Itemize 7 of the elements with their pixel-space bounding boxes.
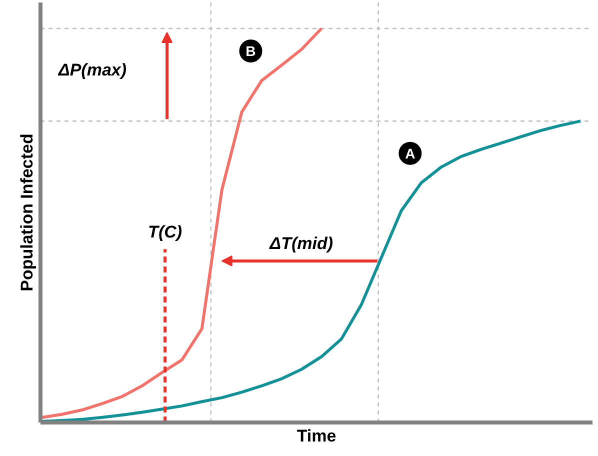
annotation: T(C) — [148, 222, 182, 242]
x-axis-title: Time — [296, 426, 336, 446]
y-axis-title: Population Infected — [18, 134, 36, 292]
series-label: A — [405, 145, 416, 162]
annotation: ΔT(mid) — [268, 234, 334, 254]
annotation: ΔP(max) — [57, 60, 127, 80]
series-label: B — [246, 42, 256, 59]
